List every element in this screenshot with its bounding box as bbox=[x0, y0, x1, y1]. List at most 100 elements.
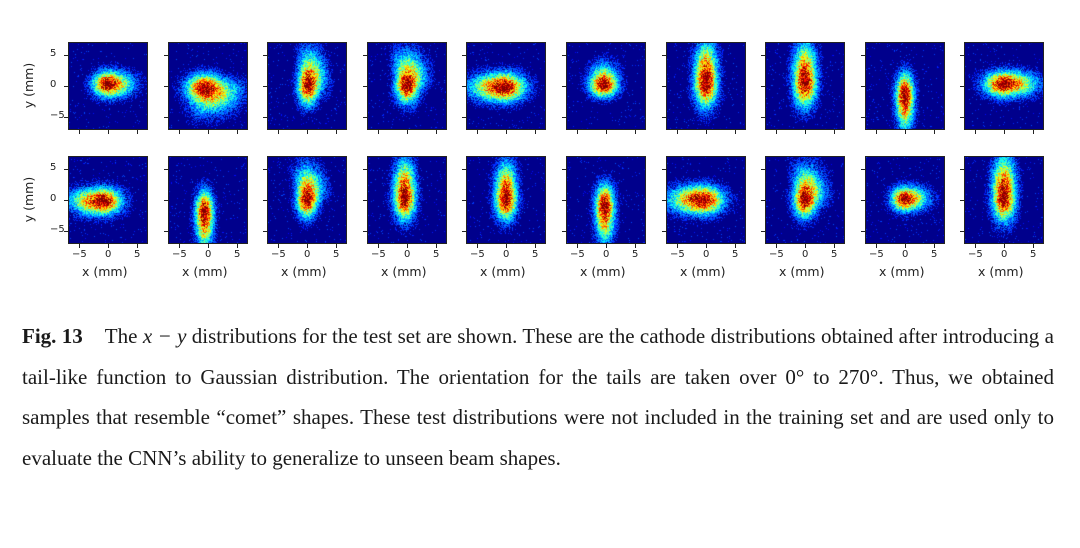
y-tick-label: 0 bbox=[50, 79, 57, 90]
y-tick-label: −5 bbox=[50, 110, 65, 121]
x-tick bbox=[1004, 244, 1005, 248]
y-tick bbox=[960, 200, 964, 201]
y-tick bbox=[363, 169, 367, 170]
heatmap-panel-r1-c1 bbox=[68, 42, 148, 130]
x-tick bbox=[407, 130, 408, 134]
y-tick bbox=[562, 55, 566, 56]
y-tick bbox=[662, 231, 666, 232]
x-tick-label: 5 bbox=[632, 249, 639, 260]
x-tick bbox=[79, 244, 80, 248]
y-tick bbox=[861, 231, 865, 232]
x-tick bbox=[934, 244, 935, 248]
y-tick bbox=[462, 117, 466, 118]
x-tick-label: −5 bbox=[670, 249, 685, 260]
y-tick bbox=[462, 200, 466, 201]
x-axis-label: x (mm) bbox=[381, 264, 427, 279]
y-tick bbox=[462, 231, 466, 232]
x-tick-label: 0 bbox=[205, 249, 212, 260]
y-axis-label: y (mm) bbox=[21, 62, 37, 109]
x-tick-label: 0 bbox=[304, 249, 311, 260]
y-tick bbox=[64, 200, 68, 201]
x-tick bbox=[278, 130, 279, 134]
y-tick bbox=[263, 117, 267, 118]
heatmap-canvas bbox=[68, 42, 148, 130]
x-tick bbox=[577, 130, 578, 134]
y-tick bbox=[164, 169, 168, 170]
x-tick bbox=[378, 244, 379, 248]
x-tick bbox=[1033, 130, 1034, 134]
heatmap-panel-r2-c6 bbox=[566, 156, 646, 244]
heatmap-panel-r1-c4 bbox=[367, 42, 447, 130]
x-tick bbox=[477, 244, 478, 248]
x-tick bbox=[137, 130, 138, 134]
figure-label: Fig. 13 bbox=[22, 324, 83, 348]
heatmap-canvas bbox=[566, 42, 646, 130]
y-tick bbox=[263, 169, 267, 170]
y-tick bbox=[64, 117, 68, 118]
heatmap-canvas bbox=[466, 156, 546, 244]
heatmap-panel-r2-c5 bbox=[466, 156, 546, 244]
x-axis-label: x (mm) bbox=[978, 264, 1024, 279]
x-tick-label: 5 bbox=[433, 249, 440, 260]
heatmap-canvas bbox=[765, 42, 845, 130]
y-tick bbox=[662, 169, 666, 170]
x-tick bbox=[535, 130, 536, 134]
x-tick bbox=[776, 244, 777, 248]
heatmap-panel-r1-c5 bbox=[466, 42, 546, 130]
y-tick bbox=[562, 117, 566, 118]
figure-caption: Fig. 13 The x − y distributions for the t… bbox=[22, 316, 1054, 478]
heatmap-canvas bbox=[865, 156, 945, 244]
heatmap-panel-r2-c2 bbox=[168, 156, 248, 244]
y-tick-label: 5 bbox=[50, 48, 57, 59]
heatmap-canvas bbox=[367, 42, 447, 130]
y-tick bbox=[462, 86, 466, 87]
x-tick bbox=[307, 244, 308, 248]
x-tick bbox=[706, 244, 707, 248]
y-tick bbox=[363, 200, 367, 201]
y-tick bbox=[263, 231, 267, 232]
x-axis-label: x (mm) bbox=[281, 264, 327, 279]
x-tick bbox=[577, 244, 578, 248]
heatmap-panel-r2-c1 bbox=[68, 156, 148, 244]
y-tick bbox=[960, 169, 964, 170]
y-tick bbox=[562, 169, 566, 170]
caption-math-xy: x − y bbox=[142, 324, 187, 348]
y-tick bbox=[562, 200, 566, 201]
x-tick bbox=[905, 130, 906, 134]
x-tick-label: −5 bbox=[869, 249, 884, 260]
x-tick-label: −5 bbox=[172, 249, 187, 260]
y-tick bbox=[662, 117, 666, 118]
x-tick-label: 5 bbox=[831, 249, 838, 260]
x-tick-label: 5 bbox=[532, 249, 539, 260]
heatmap-panel-r1-c6 bbox=[566, 42, 646, 130]
heatmap-canvas bbox=[68, 156, 148, 244]
y-tick bbox=[761, 86, 765, 87]
x-tick bbox=[237, 244, 238, 248]
x-tick-label: 0 bbox=[404, 249, 411, 260]
y-tick bbox=[263, 86, 267, 87]
heatmap-panel-r1-c3 bbox=[267, 42, 347, 130]
x-axis-label: x (mm) bbox=[680, 264, 726, 279]
heatmap-panel-r1-c7 bbox=[666, 42, 746, 130]
x-tick bbox=[208, 244, 209, 248]
x-tick bbox=[208, 130, 209, 134]
x-tick bbox=[278, 244, 279, 248]
caption-text-lead: The bbox=[104, 324, 143, 348]
x-axis-label: x (mm) bbox=[779, 264, 825, 279]
y-tick bbox=[662, 200, 666, 201]
x-tick bbox=[805, 244, 806, 248]
y-tick bbox=[960, 117, 964, 118]
x-tick bbox=[108, 244, 109, 248]
y-axis-label: y (mm) bbox=[21, 176, 37, 223]
x-tick-label: 5 bbox=[931, 249, 938, 260]
figure-13-heatmap-grid: 5 0 −5 y (mm) 5 0 −5 −5 0 5 x (mm) y (mm) −5 0 5 x (mm)… bbox=[21, 42, 1044, 279]
y-tick bbox=[363, 55, 367, 56]
heatmap-panel-r2-c9 bbox=[865, 156, 945, 244]
x-tick-label: −5 bbox=[570, 249, 585, 260]
x-tick bbox=[677, 130, 678, 134]
x-tick bbox=[776, 130, 777, 134]
x-tick bbox=[876, 130, 877, 134]
y-tick bbox=[960, 86, 964, 87]
y-tick bbox=[363, 231, 367, 232]
y-tick bbox=[761, 200, 765, 201]
